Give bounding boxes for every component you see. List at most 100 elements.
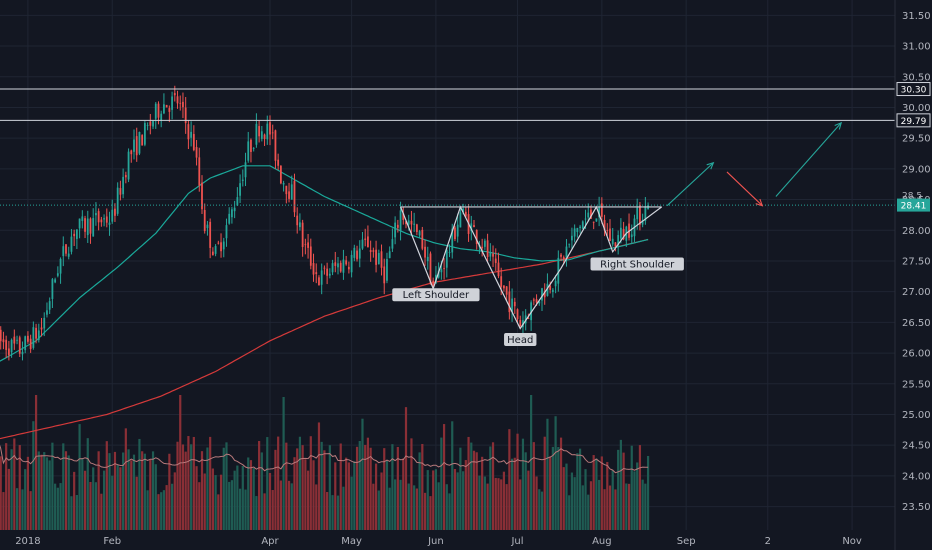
volume-bar — [366, 437, 370, 530]
volume-bar — [505, 484, 508, 530]
candle-body — [410, 220, 413, 225]
candle-body — [59, 258, 62, 274]
volume-bar — [154, 464, 157, 530]
candle-body — [84, 218, 86, 232]
price-tick-label: 28.00 — [902, 226, 931, 237]
candle-body — [383, 266, 386, 284]
volume-bar — [521, 438, 525, 530]
candle-body — [24, 336, 27, 351]
volume-bar — [81, 457, 84, 530]
volume-bar — [54, 483, 57, 530]
candle-body — [304, 244, 307, 246]
candle-body — [459, 212, 462, 228]
candle-body — [560, 254, 562, 257]
volume-bar — [43, 452, 46, 530]
volume-bar — [130, 460, 133, 530]
volume-bar — [165, 485, 168, 530]
volume-bar — [462, 471, 465, 530]
candle-body — [535, 299, 538, 303]
price-scale[interactable]: 31.5031.0030.5030.0029.5029.0028.5028.00… — [902, 11, 931, 513]
time-scale[interactable]: 2018 Feb Apr May Jun Jul Aug Sep 2 Nov — [15, 536, 862, 547]
volume-bar — [510, 458, 514, 530]
volume-bar — [168, 453, 171, 530]
volume-bar — [489, 446, 492, 530]
volume-bar — [478, 475, 481, 530]
candle-body — [353, 247, 356, 258]
volume-bar — [236, 465, 239, 530]
volume-bar — [56, 487, 59, 530]
volume-bar — [396, 446, 399, 530]
level-price-tag-label: 30.30 — [901, 86, 927, 96]
candle-body — [37, 330, 40, 340]
time-tick-label: Sep — [677, 536, 696, 547]
volume-bar — [595, 458, 598, 530]
volume-bar — [323, 450, 326, 530]
candle-body — [598, 206, 601, 218]
candle-body — [451, 228, 454, 253]
time-tick-label: May — [341, 536, 362, 547]
candle-body — [342, 259, 345, 273]
candle-body — [143, 123, 146, 145]
volume-bar — [486, 483, 489, 530]
candle-body — [600, 203, 603, 217]
volume-bar — [170, 483, 174, 530]
volume-bar — [535, 476, 538, 530]
volume-bar — [614, 489, 617, 530]
candle-body — [519, 320, 522, 327]
candle-body — [339, 262, 342, 272]
candle-body — [391, 239, 394, 249]
candle-body — [473, 225, 475, 228]
candle-body — [579, 226, 581, 228]
candle-body — [127, 151, 130, 180]
volume-bar — [619, 439, 622, 530]
volume-bar — [532, 442, 535, 530]
candle-body — [546, 283, 549, 296]
volume-bar — [45, 457, 49, 530]
candle-body — [432, 280, 435, 287]
candle-body — [508, 291, 511, 313]
candle-body — [16, 339, 18, 341]
annotation-label: Left Shoulder — [403, 290, 470, 301]
volume-bar — [157, 494, 160, 530]
volume-bar — [404, 407, 408, 530]
candle-body — [168, 108, 171, 112]
volume-bar — [608, 485, 612, 530]
volume-bar — [598, 479, 601, 530]
projection-arrows — [666, 121, 843, 207]
candle-body — [222, 241, 225, 250]
candle-body — [146, 125, 149, 126]
volume-bar — [415, 488, 418, 530]
volume-bar — [73, 471, 76, 530]
candle-body — [152, 120, 154, 127]
candle-body — [429, 253, 432, 285]
candle-body — [573, 228, 576, 237]
volume-bar — [500, 479, 503, 530]
volume-bar — [361, 418, 364, 530]
candle-body — [413, 223, 416, 225]
candle-body — [394, 222, 397, 238]
candle-body — [527, 318, 530, 319]
candle-body — [587, 212, 590, 218]
volume-bar — [173, 472, 176, 530]
time-tick-label: Aug — [592, 536, 612, 547]
candle-body — [549, 285, 552, 290]
pattern-zigzag — [400, 205, 663, 330]
candle-body — [2, 339, 5, 343]
candle-body — [500, 276, 503, 287]
price-tick-label: 30.00 — [902, 103, 931, 114]
volume-bar — [345, 457, 348, 530]
candle-body — [18, 337, 21, 354]
volume-bar — [277, 436, 280, 530]
volume-bar — [437, 482, 440, 530]
projection-arrow-head — [755, 198, 764, 207]
candle-body — [40, 327, 43, 330]
volume-bar — [374, 463, 378, 530]
pattern-annotations: Left Shoulder Head Right Shoulder — [392, 257, 684, 347]
candle-body — [622, 228, 625, 240]
volume-bar — [394, 479, 397, 530]
volume-bar — [187, 436, 190, 530]
candle-body — [157, 103, 160, 118]
candle-body — [92, 218, 95, 237]
